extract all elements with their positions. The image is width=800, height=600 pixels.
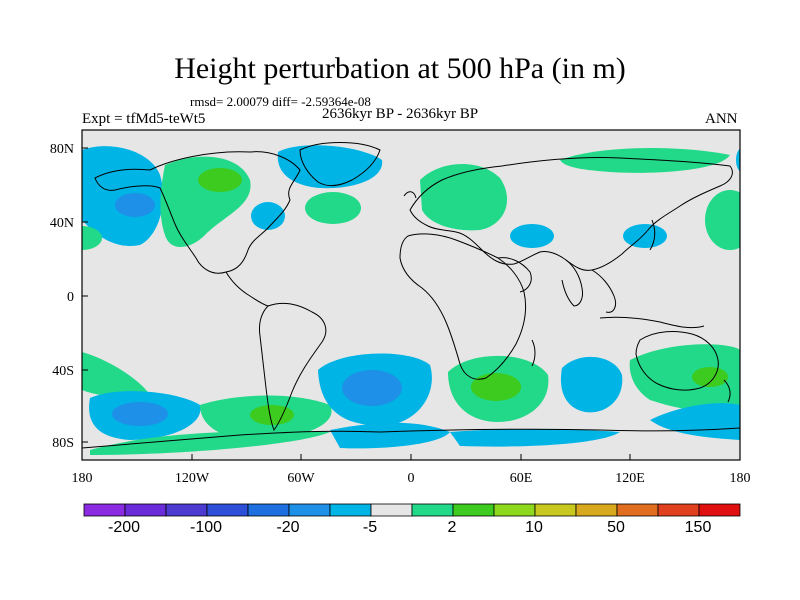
contour-green-siberia <box>560 148 730 173</box>
contour-green-s-pacific-west <box>82 352 150 398</box>
colorbar-label: 50 <box>607 519 625 536</box>
lon-label-60w: 60W <box>287 471 315 486</box>
coastline-greenland <box>299 142 381 187</box>
lon-label-120e: 120E <box>615 471 645 486</box>
colorbar-swatch <box>329 503 372 517</box>
coastlines <box>82 142 740 449</box>
coastline-new-zealand <box>723 379 731 403</box>
lat-label-80S: 80S <box>52 436 74 451</box>
lon-label-180e: 180 <box>730 471 751 486</box>
coastline-indonesia <box>599 316 705 329</box>
colorbar-swatch <box>452 503 495 517</box>
lat-label-80N: 80N <box>50 142 74 157</box>
colorbar-labels: -200 -100 -20 -5 2 10 50 150 <box>108 519 711 536</box>
season-label: ANN <box>705 111 738 127</box>
colorbar-swatch <box>370 503 413 517</box>
contour-blue-s-indian <box>560 356 623 413</box>
coastline-central-america <box>225 271 269 307</box>
colorbar-swatch <box>206 503 249 517</box>
contour-core-drake <box>250 405 294 425</box>
colorbar-swatch <box>165 503 208 517</box>
stats-text: rmsd= 2.00079 diff= -2.59364e-08 <box>190 94 371 109</box>
lon-label-60e: 60E <box>510 471 533 486</box>
colorbar-label: -200 <box>108 519 140 536</box>
contour-blue-right-edge <box>736 148 740 172</box>
colorbar-swatch <box>534 503 577 517</box>
lat-label-40N: 40N <box>50 216 74 231</box>
colorbar-label: -20 <box>276 519 299 536</box>
coastline-uk <box>403 191 417 199</box>
coastline-australia <box>635 331 719 391</box>
coastline-north-america <box>94 151 301 274</box>
contour-core-canada <box>198 168 242 192</box>
plot-title: Height perturbation at 500 hPa (in m) <box>174 52 626 85</box>
experiment-label: Expt = tfMd5-teWt5 <box>82 111 206 127</box>
map-area <box>82 130 740 460</box>
contour-blue-weddell <box>330 422 450 449</box>
colorbar-swatch <box>698 503 741 517</box>
colorbar-swatch <box>616 503 659 517</box>
axis-ticks <box>81 147 741 460</box>
contour-blue-great-lakes <box>251 202 285 230</box>
period-text: 2636kyr BP - 2636kyr BP <box>321 106 479 122</box>
colorbar-swatch <box>411 503 454 517</box>
coastline-japan <box>649 219 656 251</box>
contour-green-atlantic <box>305 192 361 224</box>
colorbar-swatch <box>657 503 700 517</box>
contour-blue-mideast <box>510 224 554 248</box>
coastline-se-asia <box>591 269 617 313</box>
colorbar-swatch <box>83 503 126 517</box>
contour-green-left-edge <box>82 226 102 250</box>
coastline-africa <box>399 233 527 380</box>
coastline-antarctica <box>82 427 740 449</box>
colorbar-swatch <box>288 503 331 517</box>
lat-labels: 80N 40N 0 40S 80S <box>50 142 74 451</box>
colorbar-label: -100 <box>190 519 222 536</box>
coastline-south-america <box>259 302 327 432</box>
contour-green-europe <box>420 163 508 231</box>
contour-green-antarctic-band <box>90 431 330 455</box>
coastline-arabia <box>497 257 532 293</box>
contour-core-s-pacific <box>112 402 168 426</box>
colorbar-label: 10 <box>525 519 543 536</box>
lat-label-40S: 40S <box>52 364 74 379</box>
contour-blue-japan <box>623 224 667 248</box>
coastline-madagascar <box>531 339 536 367</box>
colorbar <box>83 503 741 517</box>
coastline-india <box>561 259 583 307</box>
colorbar-swatch <box>124 503 167 517</box>
lon-label-0: 0 <box>408 471 415 486</box>
contour-core-north-pacific <box>115 193 155 217</box>
colorbar-label: 150 <box>685 519 712 536</box>
colorbar-swatch <box>493 503 536 517</box>
contour-green-australia <box>629 344 740 412</box>
contour-core-indian <box>471 373 521 401</box>
colorbar-label: 2 <box>448 519 457 536</box>
lat-label-0: 0 <box>67 290 74 305</box>
contour-green-n-pacific <box>705 190 740 250</box>
contour-blue-antarctic-east <box>450 429 620 447</box>
contour-core-s-atlantic <box>342 370 402 406</box>
lon-label-120w: 120W <box>175 471 210 486</box>
colorbar-swatch <box>247 503 290 517</box>
lon-labels: 180 120W 60W 0 60E 120E 180 <box>72 471 751 486</box>
coastline-europe-asia <box>409 156 733 271</box>
contour-blue-ross <box>650 403 740 440</box>
lon-label-180w: 180 <box>72 471 93 486</box>
contour-core-tasman <box>692 367 728 387</box>
colorbar-swatch <box>575 503 618 517</box>
colorbar-label: -5 <box>363 519 377 536</box>
